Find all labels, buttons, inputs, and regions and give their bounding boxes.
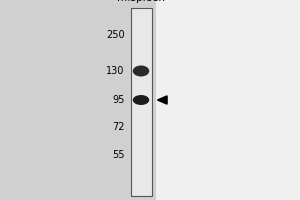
Polygon shape: [158, 96, 167, 104]
Text: 55: 55: [112, 150, 124, 160]
Bar: [130, 8, 152, 196]
Text: m.spleen: m.spleen: [117, 0, 165, 3]
Bar: [156, 0, 300, 200]
Text: 250: 250: [106, 30, 124, 40]
Text: 130: 130: [106, 66, 124, 76]
Ellipse shape: [133, 95, 149, 105]
Text: 95: 95: [112, 95, 124, 105]
Text: 72: 72: [112, 122, 124, 132]
Ellipse shape: [133, 66, 149, 76]
